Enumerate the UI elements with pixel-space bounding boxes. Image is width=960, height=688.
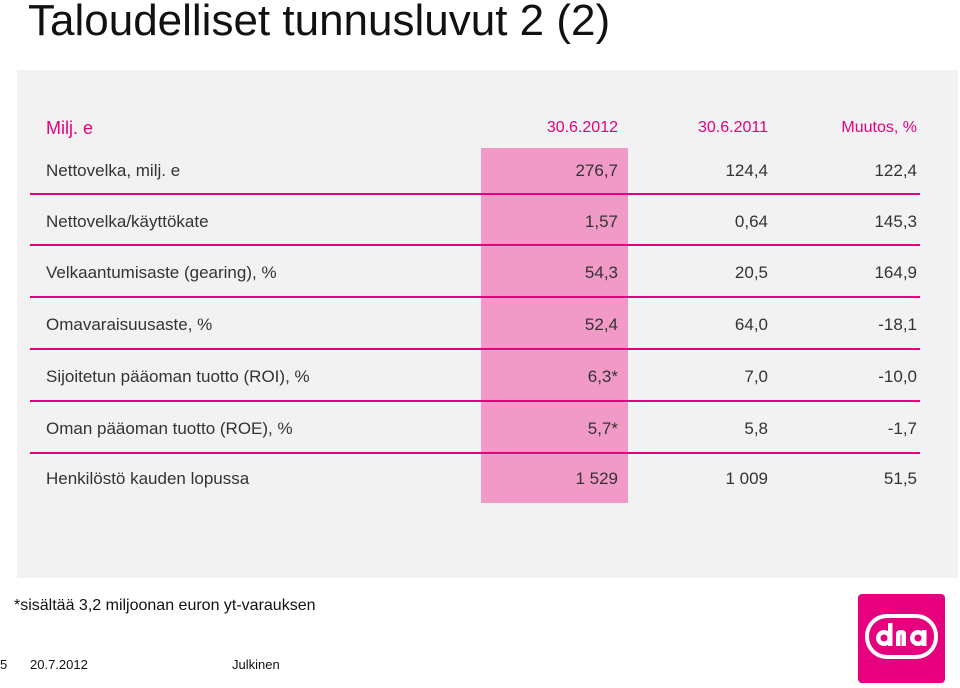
row-value-2012: 6,3* <box>587 367 618 386</box>
current-period-highlight <box>481 148 628 503</box>
row-label: Nettovelka, milj. e <box>46 161 181 180</box>
header-period-2011: 30.6.2011 <box>698 119 768 136</box>
table-row: Nettovelka/käyttökate 1,57 0,64 145,3 <box>30 197 920 247</box>
row-label: Omavaraisuusaste, % <box>46 315 213 334</box>
table-row: Sijoitetun pääoman tuotto (ROI), % 6,3* … <box>30 352 920 402</box>
row-label: Henkilöstö kauden lopussa <box>46 469 250 488</box>
row-value-2011: 0,64 <box>734 212 768 231</box>
row-label: Nettovelka/käyttökate <box>46 212 209 231</box>
row-value-2011: 7,0 <box>744 367 768 386</box>
page-title: Taloudelliset tunnusluvut 2 (2) <box>28 0 611 45</box>
row-change: -18,1 <box>878 315 917 334</box>
row-separator <box>30 348 920 350</box>
row-change: -10,0 <box>878 367 917 386</box>
footer-date: 20.7.2012 <box>30 657 88 672</box>
row-separator <box>30 244 920 246</box>
row-separator <box>30 452 920 454</box>
row-value-2012: 1 529 <box>575 469 618 488</box>
dna-logo <box>858 594 945 683</box>
row-value-2011: 124,4 <box>725 161 768 180</box>
row-value-2012: 276,7 <box>575 161 618 180</box>
row-label: Oman pääoman tuotto (ROE), % <box>46 419 293 438</box>
row-change: 164,9 <box>874 263 917 282</box>
row-value-2011: 20,5 <box>734 263 768 282</box>
row-value-2011: 64,0 <box>734 315 768 334</box>
row-label: Sijoitetun pääoman tuotto (ROI), % <box>46 367 310 386</box>
row-separator <box>30 296 920 298</box>
table-row: Nettovelka, milj. e 276,7 124,4 122,4 <box>30 146 920 196</box>
dna-logo-icon <box>865 614 938 659</box>
row-value-2012: 5,7* <box>587 419 618 438</box>
table-row: Omavaraisuusaste, % 52,4 64,0 -18,1 <box>30 300 920 350</box>
table-row: Velkaantumisaste (gearing), % 54,3 20,5 … <box>30 248 920 298</box>
row-value-2011: 1 009 <box>725 469 768 488</box>
header-change: Muutos, % <box>841 119 917 136</box>
header-period-2012: 30.6.2012 <box>546 119 618 136</box>
row-separator <box>30 400 920 402</box>
row-label: Velkaantumisaste (gearing), % <box>46 263 277 282</box>
row-change: 51,5 <box>883 469 917 488</box>
table-row: Oman pääoman tuotto (ROE), % 5,7* 5,8 -1… <box>30 404 920 454</box>
page-number: 5 <box>0 657 8 672</box>
footnote: *sisältää 3,2 miljoonan euron yt-varauks… <box>14 597 316 614</box>
footer-classification: Julkinen <box>232 657 280 672</box>
row-change: -1,7 <box>887 419 917 438</box>
row-change: 122,4 <box>874 161 917 180</box>
table-header: Milj. e 30.6.2012 30.6.2011 Muutos, % <box>30 103 920 153</box>
header-unit: Milj. e <box>46 117 94 138</box>
row-value-2011: 5,8 <box>744 419 768 438</box>
row-value-2012: 52,4 <box>584 315 618 334</box>
row-value-2012: 54,3 <box>584 263 618 282</box>
table-row: Henkilöstö kauden lopussa 1 529 1 009 51… <box>30 454 920 504</box>
row-value-2012: 1,57 <box>584 212 618 231</box>
row-change: 145,3 <box>874 212 917 231</box>
row-separator <box>30 193 920 195</box>
